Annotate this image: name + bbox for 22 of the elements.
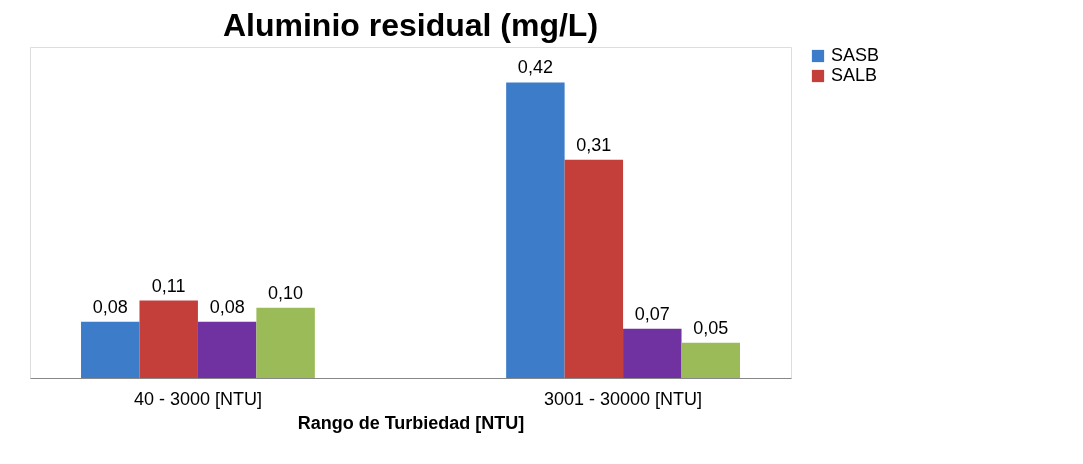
x-tick-label: 3001 - 30000 [NTU] <box>544 388 703 409</box>
data-label: 0,08 <box>209 296 245 317</box>
bar <box>81 321 140 378</box>
data-label: 0,10 <box>268 282 304 303</box>
data-label: 0,31 <box>576 134 612 155</box>
legend-label: SALB <box>831 65 878 85</box>
data-label: 0,42 <box>517 57 553 78</box>
legend-label: SASB <box>831 45 880 65</box>
bar <box>564 159 624 378</box>
data-label: 0,07 <box>634 303 670 324</box>
data-label: 0,05 <box>693 317 729 338</box>
bar <box>506 82 565 378</box>
data-label: 0,08 <box>92 296 128 317</box>
bar <box>681 342 740 378</box>
bar <box>197 321 257 378</box>
x-axis-title: Rango de Turbiedad [NTU] <box>297 412 525 433</box>
bar <box>256 307 315 378</box>
x-tick-label: 40 - 3000 [NTU] <box>133 388 262 409</box>
data-label: 0,11 <box>151 275 186 296</box>
bar <box>139 300 198 378</box>
bar <box>623 328 682 378</box>
chart-title: Aluminio residual (mg/L) <box>222 7 599 43</box>
